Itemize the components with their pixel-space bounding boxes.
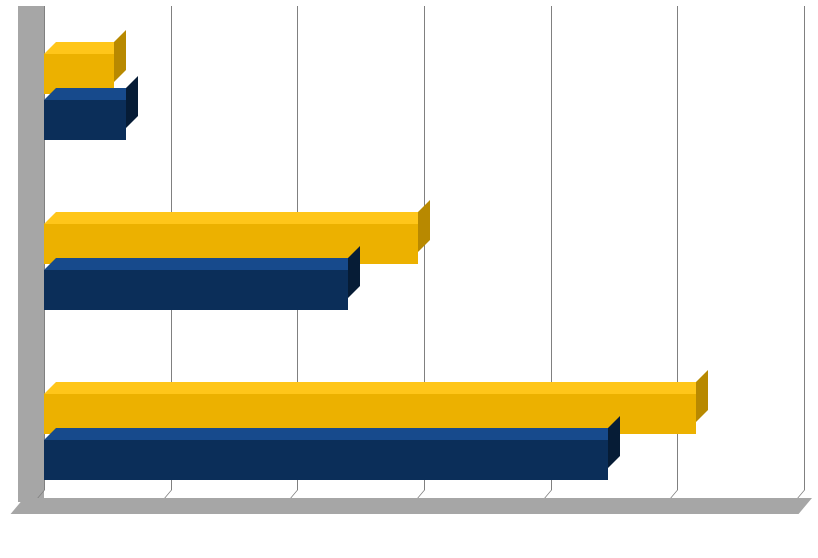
- bar-series-b-group-1: [44, 100, 126, 140]
- bar-series-b-group-3: [44, 440, 608, 480]
- bar-chart: [0, 0, 818, 558]
- gridline: [804, 6, 805, 490]
- bar-series-b-group-2: [44, 270, 348, 310]
- chart-floor: [11, 498, 812, 514]
- chart-left-post: [18, 6, 44, 502]
